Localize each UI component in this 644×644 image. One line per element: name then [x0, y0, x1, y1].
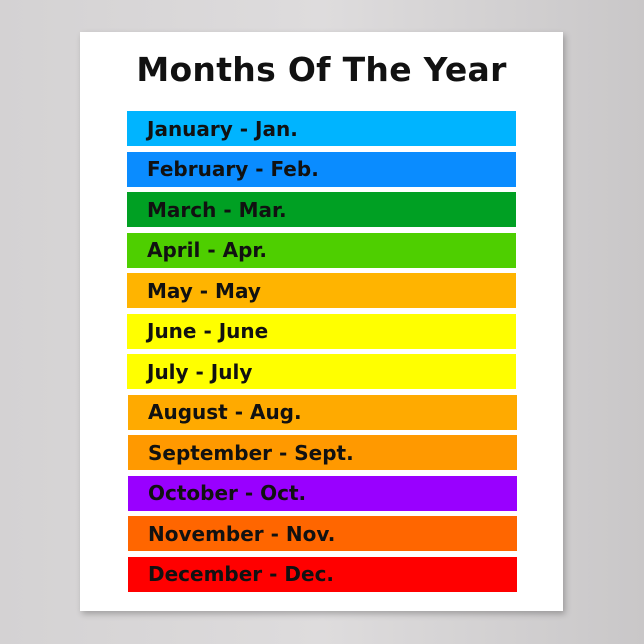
month-bar: January - Jan. [127, 111, 516, 146]
month-label: March - Mar. [147, 197, 287, 222]
month-bar: June - June [127, 313, 516, 349]
month-label: May - May [147, 278, 261, 303]
month-bar: April - Apr. [127, 232, 516, 268]
month-bar: November - Nov. [128, 516, 517, 551]
month-label: October - Oct. [148, 481, 307, 505]
month-bar: December - Dec. [128, 556, 517, 592]
month-bar: August - Aug. [128, 394, 517, 430]
month-bar: September - Sept. [128, 435, 517, 470]
month-bar: February - Feb. [127, 151, 516, 187]
month-bar: May - May [127, 273, 516, 308]
month-bar: July - July [127, 354, 516, 389]
month-label: June - June [147, 319, 269, 343]
month-label: February - Feb. [147, 157, 319, 181]
month-bar: March - Mar. [127, 192, 516, 227]
month-bar: October - Oct. [128, 475, 517, 511]
month-label: July - July [147, 359, 253, 384]
month-label: August - Aug. [148, 400, 302, 424]
poster: Months Of The Year January - Jan. Februar… [80, 32, 563, 611]
month-label: January - Jan. [147, 116, 298, 141]
month-label: September - Sept. [148, 440, 354, 465]
month-label: April - Apr. [147, 238, 267, 262]
month-label: December - Dec. [148, 562, 335, 586]
poster-title: Months Of The Year [136, 50, 507, 89]
month-label: November - Nov. [148, 521, 336, 546]
